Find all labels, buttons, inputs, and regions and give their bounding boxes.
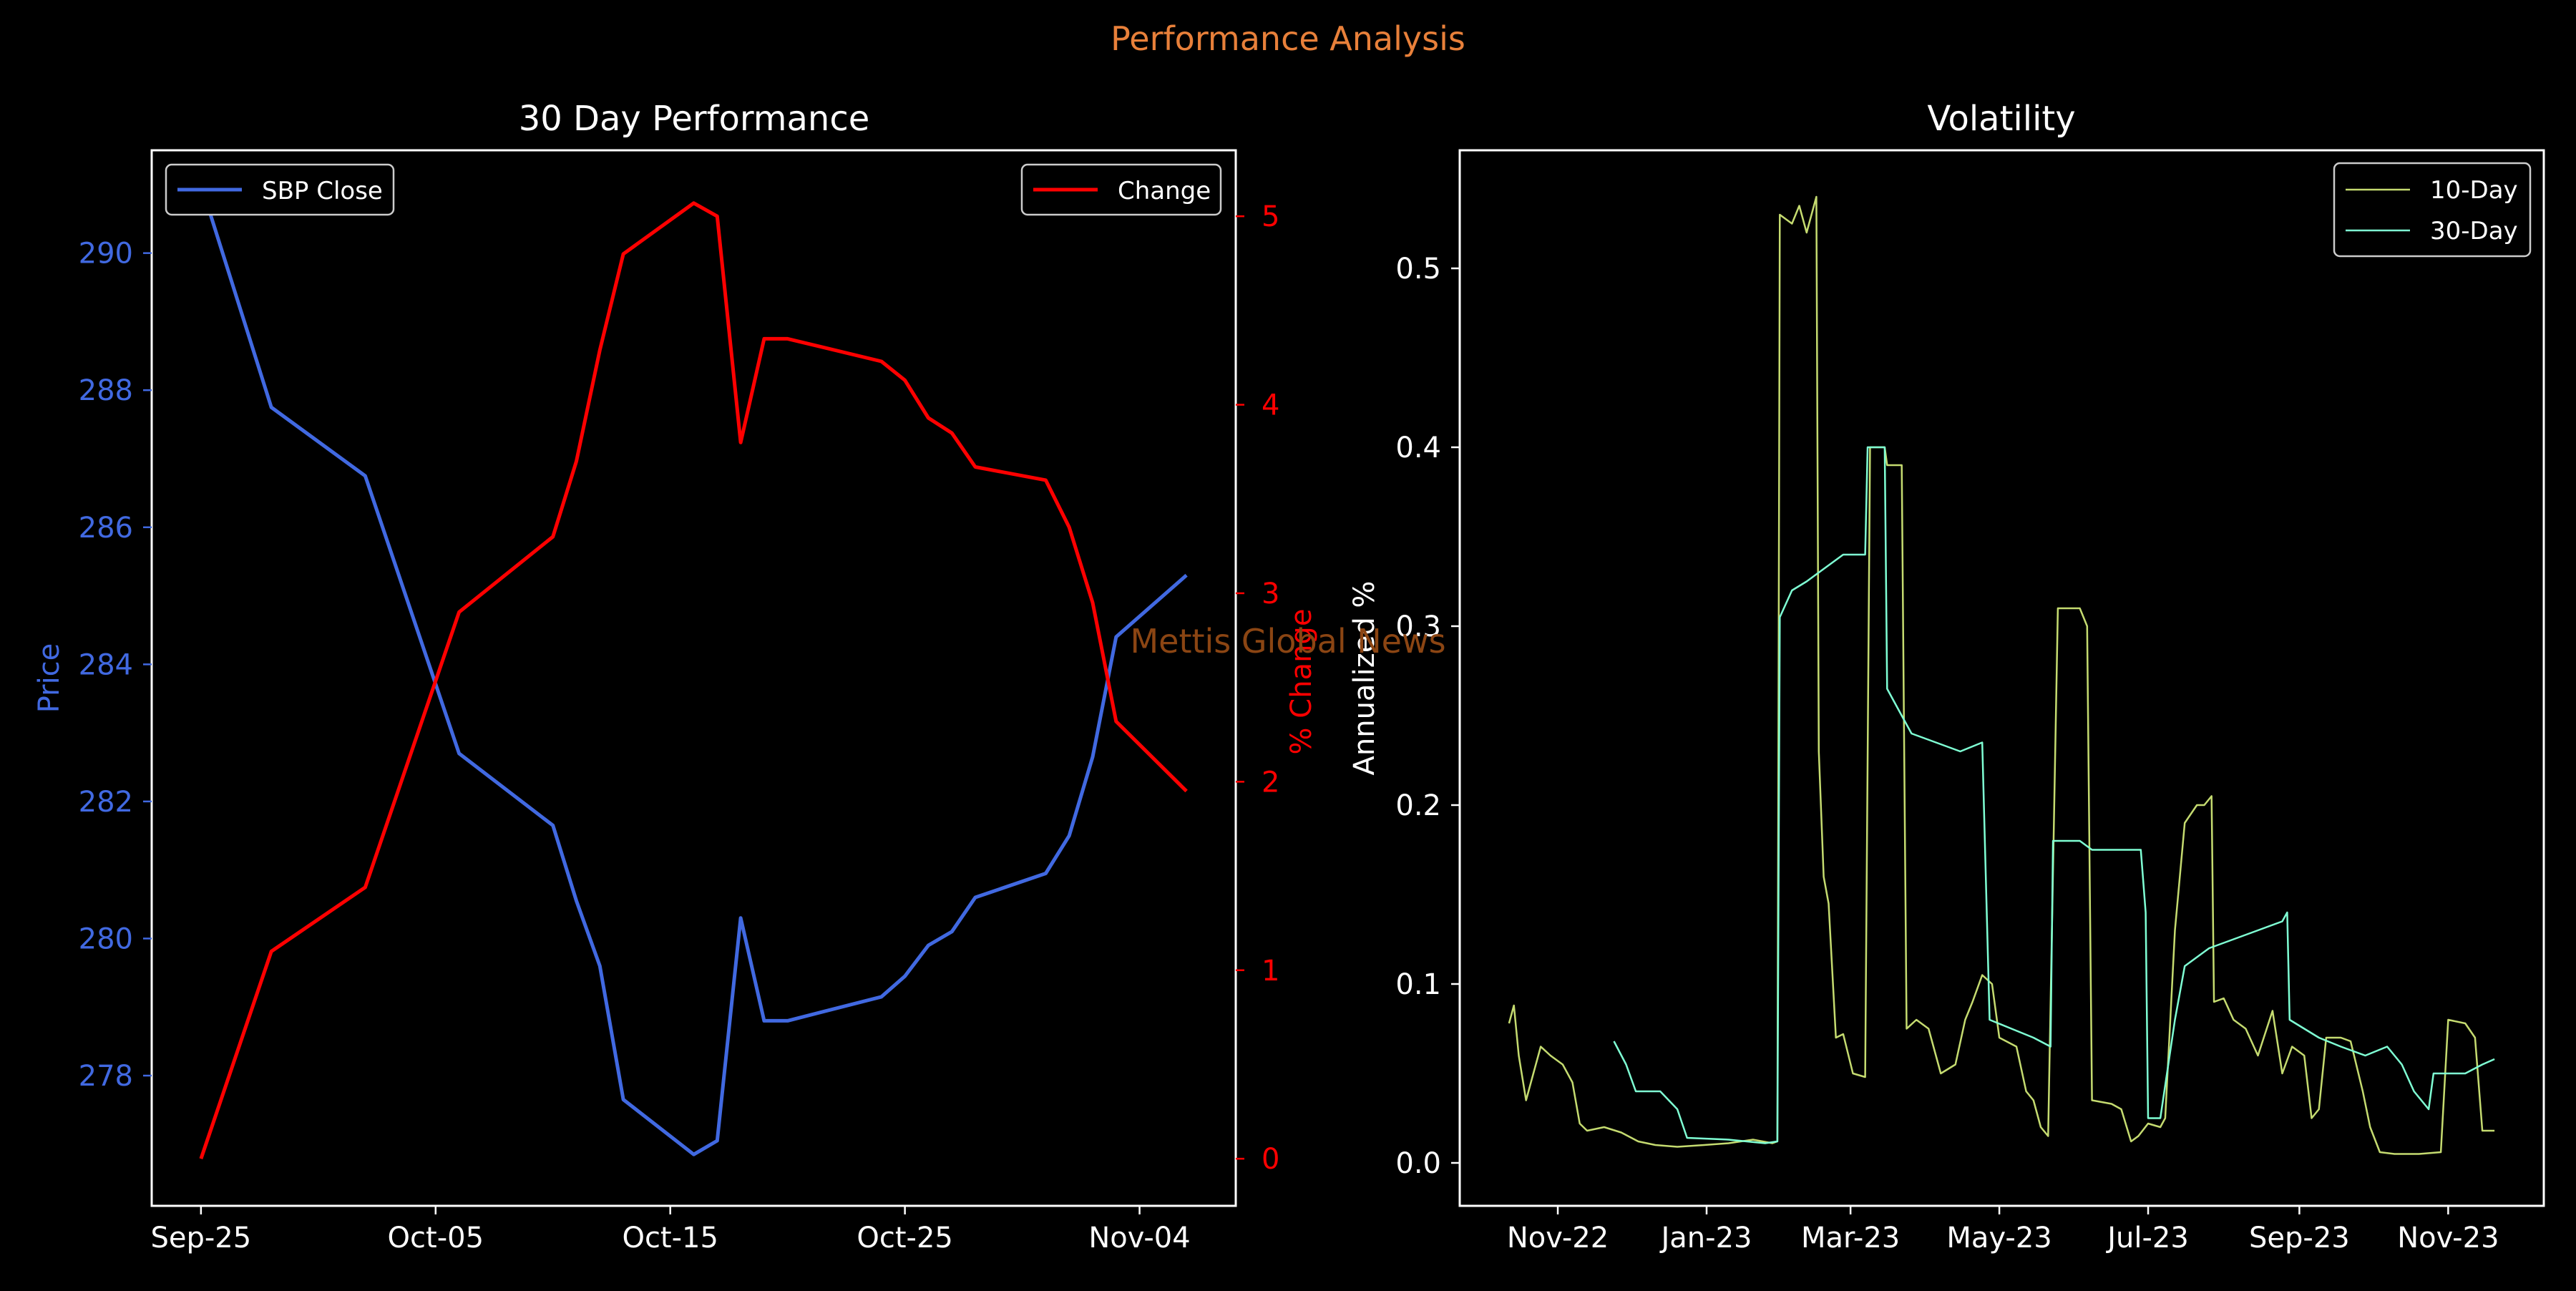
volatility-legend: 10-Day 30-Day: [2333, 162, 2532, 258]
performance-chart-title: 30 Day Performance: [519, 99, 870, 139]
x-tick-label: May-23: [1946, 1222, 2051, 1255]
volatility-axis-label: Annualized %: [1348, 581, 1381, 776]
volatility-chart-title: Volatility: [1927, 99, 2075, 139]
x-tick-label: Nov-22: [1507, 1222, 1609, 1255]
price-legend-label: SBP Close: [262, 177, 383, 205]
y-tick-label: 0.2: [1395, 789, 1441, 822]
price-axis-tick-label: 290: [79, 238, 133, 271]
sbp-close-line: [199, 184, 1188, 1156]
price-axis-tick-label: 280: [79, 922, 133, 955]
volatility-panel: Volatility Nov-22 Jan-23 Mar-23 May-23 Jul-2…: [1348, 99, 2545, 1255]
x-tick-label: Sep-23: [2249, 1222, 2350, 1255]
price-legend: SBP Close: [165, 163, 395, 216]
price-axis-tick-label: 278: [79, 1060, 133, 1093]
y-tick-label: 0.5: [1395, 253, 1441, 286]
performance-plot-frame: [150, 149, 1237, 1207]
y-tick-label: 0.0: [1395, 1147, 1441, 1180]
price-legend-box: [165, 163, 395, 216]
price-axis-label: Price: [33, 643, 66, 713]
figure-suptitle: Performance Analysis: [1111, 19, 1465, 58]
price-axis-tick-label: 284: [79, 648, 133, 681]
x-tick-label: Jan-23: [1659, 1222, 1752, 1255]
change-axis-tick-label: 3: [1262, 578, 1279, 610]
x-tick-label: Oct-05: [388, 1222, 484, 1255]
x-tick-label: Oct-25: [857, 1222, 953, 1255]
change-axis-label: % Change: [1285, 609, 1318, 755]
change-legend-box: [1020, 163, 1222, 216]
y-tick-label: 0.1: [1395, 968, 1441, 1001]
change-legend: Change: [1020, 163, 1222, 216]
x-tick-label: Nov-04: [1088, 1222, 1190, 1255]
performance-panel: 30 Day Performance Sep-25 Oct-05 Oct-15 Oct…: [33, 99, 1318, 1255]
thirty-day-legend-label: 30-Day: [2430, 217, 2518, 245]
volatility-legend-box: [2333, 162, 2532, 258]
price-axis-tick-label: 282: [79, 786, 133, 819]
x-tick-label: Mar-23: [1801, 1222, 1900, 1255]
change-axis-tick-label: 4: [1262, 389, 1279, 422]
price-axis-tick-label: 288: [79, 374, 133, 407]
ten-day-volatility-line: [1508, 195, 2495, 1155]
x-tick-label: Nov-23: [2397, 1222, 2499, 1255]
volatility-plot-frame: [1458, 149, 2545, 1207]
x-tick-label: Sep-25: [150, 1222, 251, 1255]
watermark: Mettis Global News: [1130, 622, 1445, 661]
y-tick-label: 0.4: [1395, 432, 1441, 464]
ten-day-legend-label: 10-Day: [2430, 176, 2518, 205]
x-tick-label: Jul-23: [2105, 1222, 2189, 1255]
change-axis-tick-label: 5: [1262, 200, 1279, 233]
change-axis-tick-label: 2: [1262, 766, 1279, 799]
x-tick-label: Oct-15: [622, 1222, 718, 1255]
change-axis-tick-label: 0: [1262, 1143, 1279, 1176]
change-legend-label: Change: [1118, 177, 1211, 205]
thirty-day-volatility-line: [1613, 446, 2495, 1144]
y-tick-label: 0.3: [1395, 610, 1441, 643]
price-axis-tick-label: 286: [79, 512, 133, 545]
change-axis-tick-label: 1: [1262, 955, 1279, 988]
change-line: [199, 201, 1188, 1160]
